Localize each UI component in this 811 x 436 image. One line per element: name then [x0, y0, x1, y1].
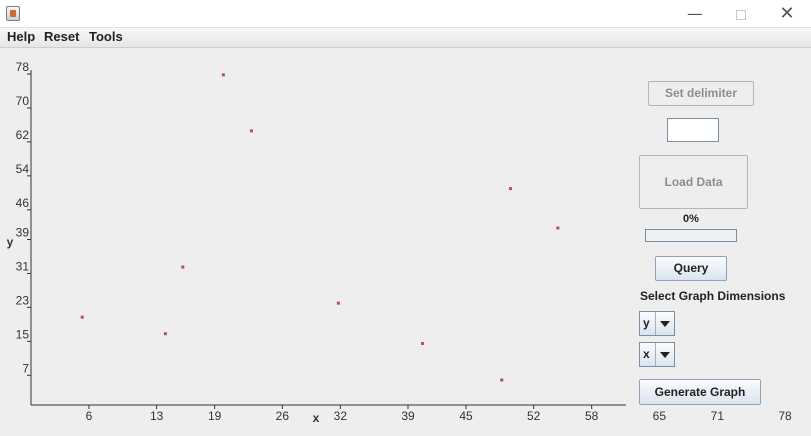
title-bar: — ✕	[0, 0, 811, 28]
x-tick-label: 52	[527, 409, 541, 423]
java-app-icon	[6, 6, 20, 21]
progress-bar	[645, 229, 737, 242]
chevron-down-icon[interactable]	[655, 343, 674, 366]
dimension-x-select[interactable]: x	[639, 342, 675, 367]
dimension-x-value: x	[643, 347, 650, 361]
data-point	[508, 187, 512, 191]
menu-help[interactable]: Help	[7, 29, 36, 44]
data-point	[181, 265, 185, 269]
data-point	[221, 73, 225, 77]
y-tick-label: 46	[16, 196, 30, 210]
x-tick-label: 71	[711, 409, 725, 423]
x-tick-label: 78	[778, 409, 792, 423]
set-delimiter-button[interactable]: Set delimiter	[648, 81, 754, 106]
x-axis-label: x	[313, 411, 320, 425]
x-tick-label: 65	[653, 409, 667, 423]
menu-bar: Help Reset Tools	[0, 28, 811, 48]
x-tick-label: 19	[208, 409, 222, 423]
query-button[interactable]: Query	[655, 256, 727, 281]
x-tick-label: 58	[585, 409, 599, 423]
dimension-y-value: y	[643, 316, 650, 330]
data-point	[336, 301, 340, 305]
data-point	[556, 226, 560, 230]
x-tick-label: 32	[334, 409, 348, 423]
y-tick-label: 54	[16, 162, 30, 176]
menu-reset[interactable]: Reset	[44, 29, 80, 44]
chevron-down-icon[interactable]	[655, 312, 674, 335]
y-tick-label: 7	[22, 361, 29, 375]
maximize-icon	[736, 9, 746, 20]
y-tick-label: 23	[16, 293, 30, 307]
y-tick-label: 31	[16, 259, 30, 273]
x-tick-label: 6	[86, 409, 93, 423]
close-button[interactable]: ✕	[779, 3, 795, 24]
menu-tools[interactable]: Tools	[89, 29, 123, 44]
y-tick-label: 62	[16, 128, 30, 142]
data-point	[500, 378, 504, 382]
data-point	[80, 315, 84, 319]
maximize-button[interactable]	[719, 0, 763, 28]
load-data-button[interactable]: Load Data	[639, 155, 748, 209]
data-point	[163, 332, 167, 336]
y-tick-label: 70	[16, 94, 30, 108]
x-tick-label: 45	[459, 409, 473, 423]
scatter-plot: 6 13 19 26 32 39 45 52 58 65 71 78 7 15 23 31 39 46 54 62 70…	[7, 60, 792, 425]
dimension-y-select[interactable]: y	[639, 311, 675, 336]
generate-graph-button[interactable]: Generate Graph	[639, 379, 761, 405]
delimiter-input[interactable]	[667, 118, 719, 142]
y-tick-label: 78	[16, 60, 30, 74]
minimize-button[interactable]: —	[687, 4, 703, 23]
y-axis-label: y	[7, 235, 14, 249]
progress-percent: 0%	[683, 213, 699, 225]
data-point	[249, 129, 253, 133]
select-dimensions-label: Select Graph Dimensions	[640, 289, 786, 303]
x-tick-label: 39	[401, 409, 415, 423]
y-tick-label: 39	[16, 226, 30, 240]
x-tick-label: 26	[276, 409, 290, 423]
data-point	[421, 341, 424, 345]
x-tick-label: 13	[150, 409, 164, 423]
y-tick-label: 15	[16, 327, 30, 341]
